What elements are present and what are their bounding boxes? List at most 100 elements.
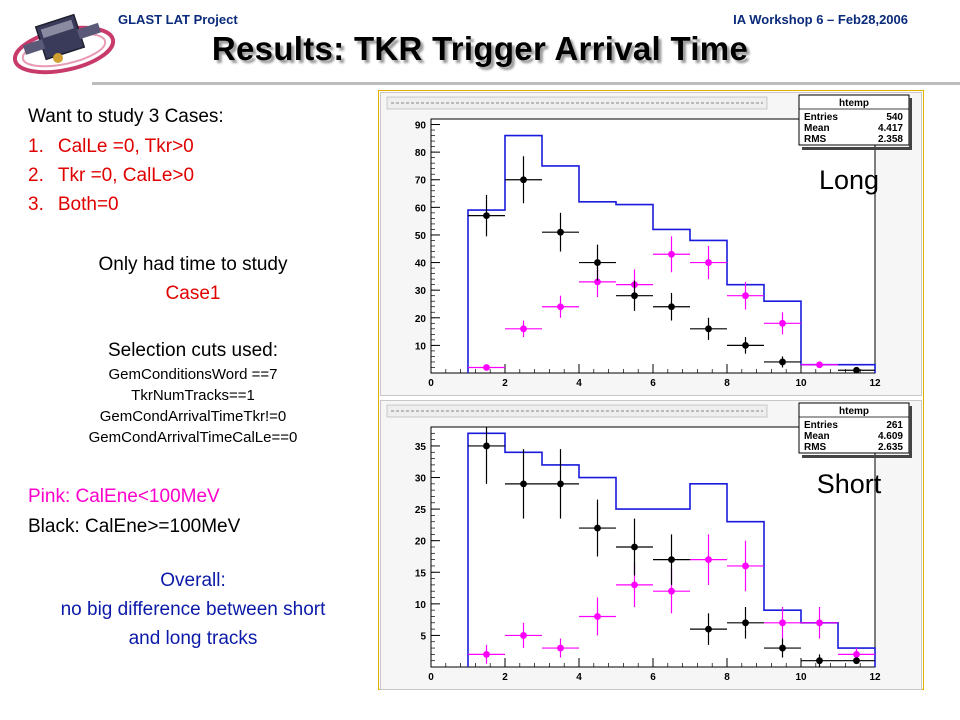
data-point bbox=[594, 259, 601, 266]
y-tick-label: 50 bbox=[415, 231, 427, 242]
case-1: 1. CalLe =0, Tkr>0 bbox=[28, 136, 194, 158]
data-point bbox=[816, 361, 823, 369]
case-text: CalLe =0, Tkr>0 bbox=[57, 136, 194, 157]
x-tick-label: 0 bbox=[428, 672, 434, 683]
data-point bbox=[668, 303, 675, 311]
stats-value: 261 bbox=[886, 420, 903, 431]
data-point bbox=[742, 562, 749, 570]
x-tick-label: 8 bbox=[724, 672, 730, 683]
histogram-outline bbox=[467, 134, 876, 373]
stats-value: 540 bbox=[886, 112, 903, 123]
project-name: GLAST LAT Project bbox=[118, 12, 238, 27]
title-underline bbox=[92, 82, 960, 85]
data-point bbox=[853, 657, 860, 665]
slide-title: Results: TKR Trigger Arrival Time bbox=[211, 30, 749, 67]
x-tick-label: 8 bbox=[724, 378, 730, 389]
y-tick-label: 60 bbox=[415, 203, 427, 214]
data-point bbox=[483, 650, 490, 658]
data-point bbox=[742, 341, 749, 349]
data-point bbox=[668, 556, 675, 564]
data-point bbox=[705, 625, 712, 633]
x-tick-label: 10 bbox=[795, 378, 807, 389]
stats-value: 4.417 bbox=[878, 123, 903, 134]
x-tick-label: 12 bbox=[869, 672, 881, 683]
x-tick-label: 2 bbox=[502, 672, 508, 683]
stats-box-frame bbox=[798, 94, 910, 146]
data-point bbox=[705, 325, 712, 333]
y-tick-label: 70 bbox=[415, 176, 427, 187]
stats-box-frame bbox=[798, 402, 910, 454]
data-point bbox=[483, 364, 490, 371]
data-point bbox=[483, 442, 490, 450]
cuts-heading: Selection cuts used: bbox=[107, 340, 279, 361]
stats-key: Mean bbox=[804, 431, 830, 442]
case-3: 3. Both=0 bbox=[28, 194, 119, 216]
cut-item: GemCondArrivalTimeCalLe==0 bbox=[88, 429, 298, 446]
data-point bbox=[594, 278, 601, 286]
y-tick-label: 25 bbox=[415, 505, 427, 516]
case-number: 1. bbox=[28, 136, 44, 157]
stats-box-shadow bbox=[802, 455, 912, 458]
x-tick-label: 4 bbox=[576, 378, 582, 389]
data-point bbox=[779, 358, 786, 366]
black-legend: Black: CalEne>=100MeV bbox=[28, 516, 241, 537]
data-point bbox=[520, 480, 527, 488]
data-point bbox=[668, 250, 675, 258]
x-tick-label: 4 bbox=[576, 672, 582, 683]
y-tick-label: 20 bbox=[415, 314, 427, 325]
x-tick-label: 6 bbox=[650, 378, 656, 389]
data-point bbox=[742, 292, 749, 300]
data-point bbox=[557, 480, 564, 488]
data-point bbox=[557, 644, 564, 652]
case-number: 3. bbox=[28, 194, 44, 215]
x-tick-label: 2 bbox=[502, 378, 508, 389]
data-point bbox=[853, 366, 860, 374]
stats-key: RMS bbox=[804, 134, 827, 145]
overall-line-1: no big difference between short bbox=[60, 599, 326, 620]
data-point bbox=[483, 212, 490, 220]
data-point bbox=[594, 613, 601, 620]
y-tick-label: 5 bbox=[420, 631, 426, 642]
data-point bbox=[631, 292, 638, 300]
data-point bbox=[631, 581, 638, 589]
data-point bbox=[705, 259, 712, 266]
y-tick-label: 20 bbox=[415, 537, 427, 548]
case-2: 2. Tkr =0, CalLe>0 bbox=[28, 165, 194, 187]
stats-title: htemp bbox=[839, 406, 869, 417]
stats-box-shadow bbox=[909, 406, 912, 456]
cases-intro: Want to study 3 Cases: bbox=[28, 106, 224, 127]
data-point bbox=[557, 303, 564, 311]
case-text: Both=0 bbox=[57, 194, 119, 215]
time-case: Case1 bbox=[165, 283, 221, 304]
pink-legend: Pink: CalEne<100MeV bbox=[28, 486, 220, 507]
y-tick-label: 15 bbox=[415, 568, 427, 579]
data-point bbox=[520, 325, 527, 333]
time-note: Only had time to study bbox=[98, 254, 288, 275]
data-point bbox=[520, 632, 527, 639]
data-point bbox=[520, 176, 527, 184]
y-tick-label: 80 bbox=[415, 148, 427, 159]
stats-box-shadow bbox=[909, 98, 912, 148]
stats-value: 4.609 bbox=[878, 431, 903, 442]
cut-item: GemConditionsWord ==7 bbox=[108, 366, 278, 383]
y-tick-label: 90 bbox=[415, 121, 427, 132]
stats-box-shadow bbox=[802, 147, 912, 150]
x-tick-label: 12 bbox=[869, 378, 881, 389]
stats-title: htemp bbox=[839, 98, 869, 109]
glast-logo bbox=[12, 13, 116, 75]
stats-key: Mean bbox=[804, 123, 830, 134]
data-point bbox=[816, 619, 823, 627]
plot-area bbox=[430, 118, 876, 374]
data-point bbox=[594, 524, 601, 532]
overall-heading: Overall: bbox=[160, 570, 226, 591]
case-number: 2. bbox=[28, 165, 44, 186]
case-text: Tkr =0, CalLe>0 bbox=[57, 165, 195, 186]
y-tick-label: 10 bbox=[415, 600, 427, 611]
stats-key: RMS bbox=[804, 442, 827, 453]
plot-label: Long bbox=[819, 165, 879, 195]
meeting-name: IA Workshop 6 – Feb28,2006 bbox=[733, 12, 908, 27]
